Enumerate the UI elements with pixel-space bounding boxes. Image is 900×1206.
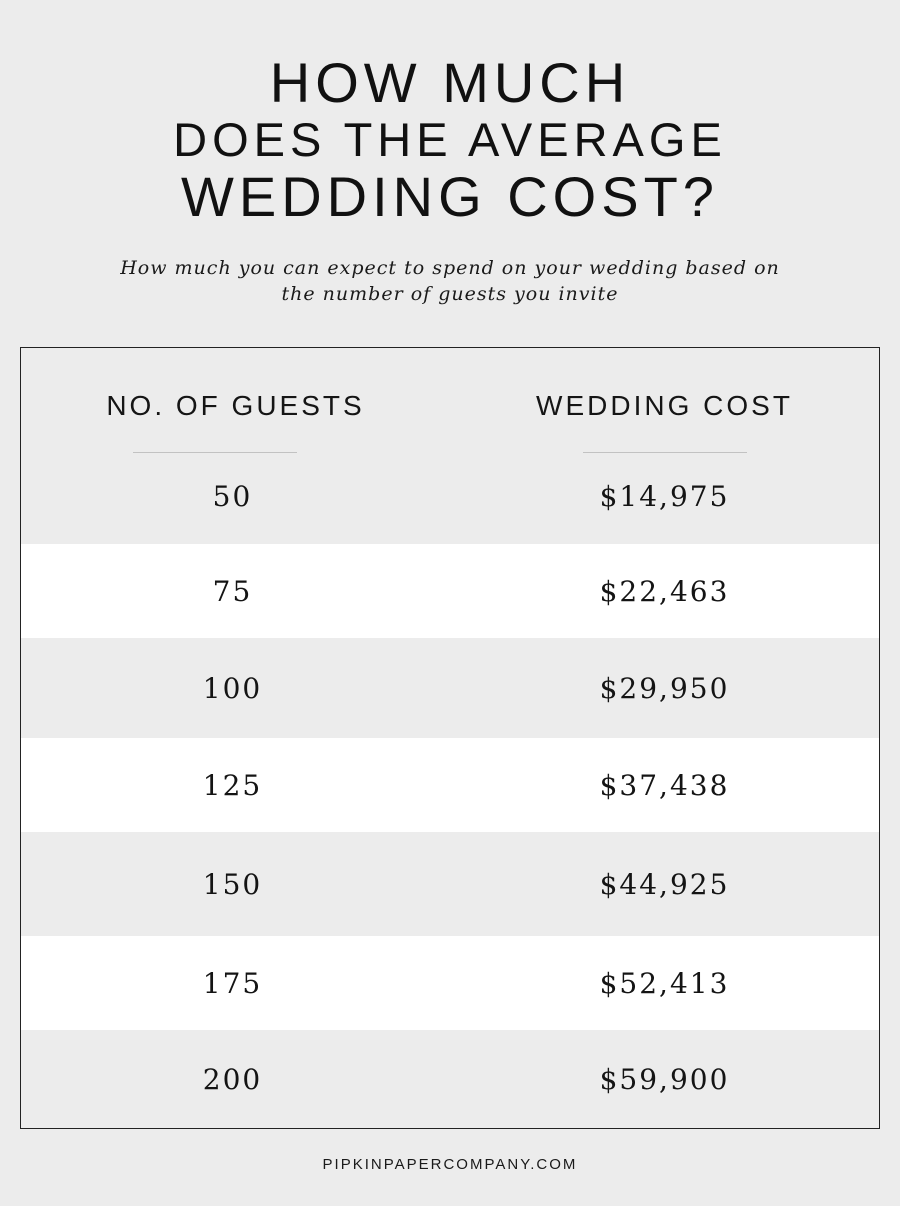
cost-cell: $29,950 <box>599 671 730 705</box>
header-divider-right <box>583 452 747 453</box>
guests-cell: 150 <box>202 867 263 901</box>
table-row: 75 $22,463 <box>21 544 879 638</box>
table-row: 200 $59,900 <box>21 1030 879 1128</box>
table-row: 50 $14,975 <box>21 448 879 544</box>
guests-cell: 75 <box>212 574 253 608</box>
guests-cell: 175 <box>202 966 263 1000</box>
subtitle-line-2: the number of guests you invite <box>281 283 619 305</box>
header-divider-left <box>133 452 297 453</box>
guests-cell: 125 <box>202 768 263 802</box>
table-row: 100 $29,950 <box>21 638 879 738</box>
title-line-3: WEDDING COST? <box>181 165 719 228</box>
column-header-cost: WEDDING COST <box>536 390 793 421</box>
guests-cell: 50 <box>212 479 253 513</box>
guests-cell: 100 <box>202 671 263 705</box>
title-line-1: HOW MUCH <box>269 51 631 114</box>
title-line-2: DOES THE AVERAGE <box>173 113 727 166</box>
cost-table: NO. OF GUESTS WEDDING COST 50 $14,975 75 $2… <box>20 347 880 1129</box>
footer-website: PIPKINPAPERCOMPANY.COM <box>322 1156 578 1173</box>
cost-cell: $59,900 <box>599 1062 730 1096</box>
subtitle-line-1: How much you can expect to spend on your… <box>120 257 780 279</box>
cost-cell: $14,975 <box>599 479 730 513</box>
table-row: 125 $37,438 <box>21 738 879 832</box>
cost-cell: $22,463 <box>599 574 730 608</box>
cost-cell: $37,438 <box>599 768 730 802</box>
cost-cell: $44,925 <box>599 867 730 901</box>
guests-cell: 200 <box>202 1062 263 1096</box>
table-row: 175 $52,413 <box>21 936 879 1030</box>
table-row: 150 $44,925 <box>21 832 879 936</box>
cost-cell: $52,413 <box>599 966 730 1000</box>
column-header-guests: NO. OF GUESTS <box>106 390 365 421</box>
